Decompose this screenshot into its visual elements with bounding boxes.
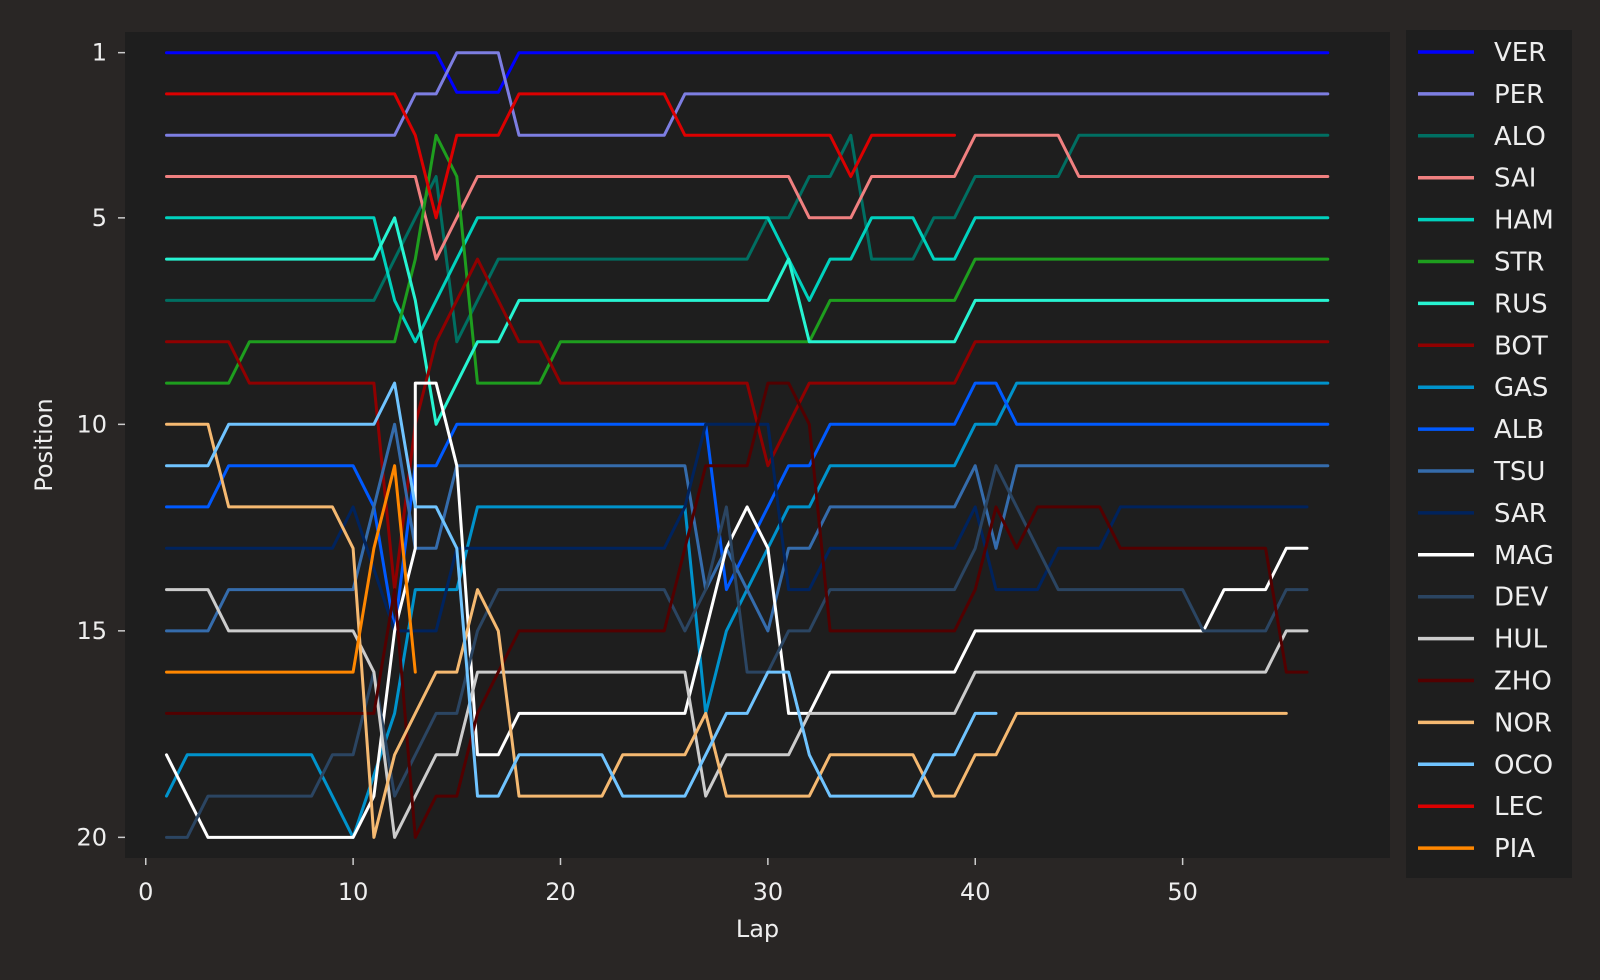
legend-label-per: PER <box>1494 80 1544 110</box>
y-axis-label: Position <box>30 398 58 491</box>
series-line-sar <box>165 422 1309 633</box>
legend-label-zho: ZHO <box>1494 667 1552 697</box>
series-line-mag <box>165 381 1309 839</box>
series-line-dev <box>165 464 1309 839</box>
series-line-gas <box>165 381 1330 839</box>
legend-label-lec: LEC <box>1494 792 1543 822</box>
series-line-alo <box>165 133 1330 344</box>
legend-label-ver: VER <box>1494 38 1546 68</box>
legend-label-rus: RUS <box>1494 289 1548 319</box>
plot-area <box>125 32 1390 858</box>
x-axis-label: Lap <box>736 915 779 943</box>
x-tick-label: 50 <box>1167 878 1198 906</box>
legend-label-bot: BOT <box>1494 331 1548 361</box>
legend-label-gas: GAS <box>1494 373 1548 403</box>
y-tick-label: 1 <box>92 39 107 67</box>
legend-label-sar: SAR <box>1494 499 1547 529</box>
x-tick-label: 30 <box>753 878 784 906</box>
legend-label-pia: PIA <box>1494 834 1535 864</box>
series-line-zho <box>165 381 1309 839</box>
series-line-oco <box>165 381 998 798</box>
legend-label-oco: OCO <box>1494 750 1553 780</box>
x-tick-label: 10 <box>338 878 369 906</box>
series-line-str <box>165 133 1330 385</box>
series-line-pia <box>165 464 417 674</box>
legend-label-mag: MAG <box>1494 541 1554 571</box>
legend-label-alb: ALB <box>1494 415 1544 445</box>
y-tick-label: 15 <box>76 617 107 645</box>
series-line-rus <box>165 216 1330 426</box>
y-tick-label: 5 <box>92 204 107 232</box>
series-line-alb <box>165 381 1330 633</box>
series-line-bot <box>165 257 1330 592</box>
legend-box <box>1406 30 1572 878</box>
series-lines <box>165 51 1330 839</box>
x-tick-label: 40 <box>960 878 991 906</box>
legend-label-str: STR <box>1494 248 1544 278</box>
series-line-lec <box>165 92 956 220</box>
series-line-ham <box>165 216 1330 344</box>
legend-label-nor: NOR <box>1494 708 1552 738</box>
legend: VER PER ALO SAI HAM STR RUS BOT GAS ALB TSU SAR MAG D… <box>1406 30 1572 878</box>
legend-label-dev: DEV <box>1494 583 1548 613</box>
y-tick-label: 20 <box>76 823 107 851</box>
x-axis: 0 10 20 30 40 50 <box>138 858 1198 906</box>
series-line-nor <box>165 422 1288 839</box>
series-line-ver <box>165 51 1330 94</box>
series-line-sai <box>165 133 1330 261</box>
legend-label-sai: SAI <box>1494 164 1536 194</box>
legend-label-hul: HUL <box>1494 625 1548 655</box>
y-tick-label: 10 <box>76 410 107 438</box>
legend-label-tsu: TSU <box>1493 457 1545 487</box>
x-tick-label: 20 <box>545 878 576 906</box>
legend-label-ham: HAM <box>1494 206 1554 236</box>
x-tick-label: 0 <box>138 878 153 906</box>
legend-label-alo: ALO <box>1494 122 1546 152</box>
